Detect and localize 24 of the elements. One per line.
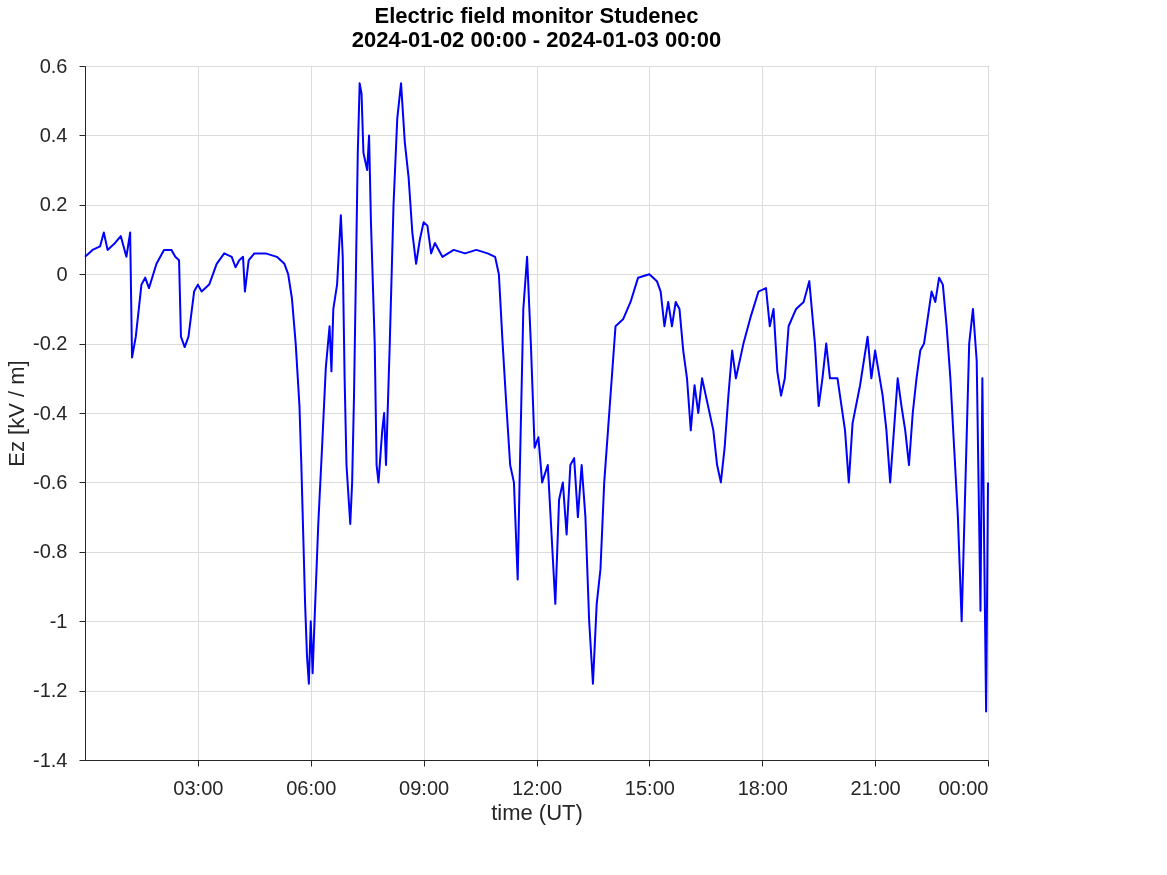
y-tick-label: 0 [56,262,68,285]
y-tick-label: -0.6 [33,470,68,493]
text: 2024-01-02 00:00 - 2024-01-03 00:00 [351,27,722,52]
text: Electric field monitor Studenec [374,3,699,28]
y-tick-label: -1.4 [33,748,68,771]
y-tick-label: 0.4 [39,123,68,146]
y-tick-label: 0.6 [39,54,68,77]
x-tick-label: 09:00 [399,776,450,799]
x-tick-label: 21:00 [850,776,901,799]
y-tick-label: -1 [49,609,68,632]
x-tick-label: 18:00 [737,776,788,799]
y-tick-label: -0.8 [33,540,68,563]
x-tick-label: 06:00 [286,776,337,799]
y-tick-label: -1.2 [33,679,68,702]
x-axis-title: time (UT) [491,799,583,825]
y-tick-label: 0.2 [39,193,68,216]
x-tick-label: 03:00 [173,776,224,799]
x-tick-label: 15:00 [624,776,675,799]
x-tick-label: 12:00 [511,776,563,799]
y-tick-label: -0.4 [33,401,68,424]
x-tick-label: 00:00 [938,776,989,799]
y-tick-label: -0.2 [33,332,68,355]
y-axis-title: Ez [kV / m] [4,360,30,467]
line-series [84,82,989,713]
